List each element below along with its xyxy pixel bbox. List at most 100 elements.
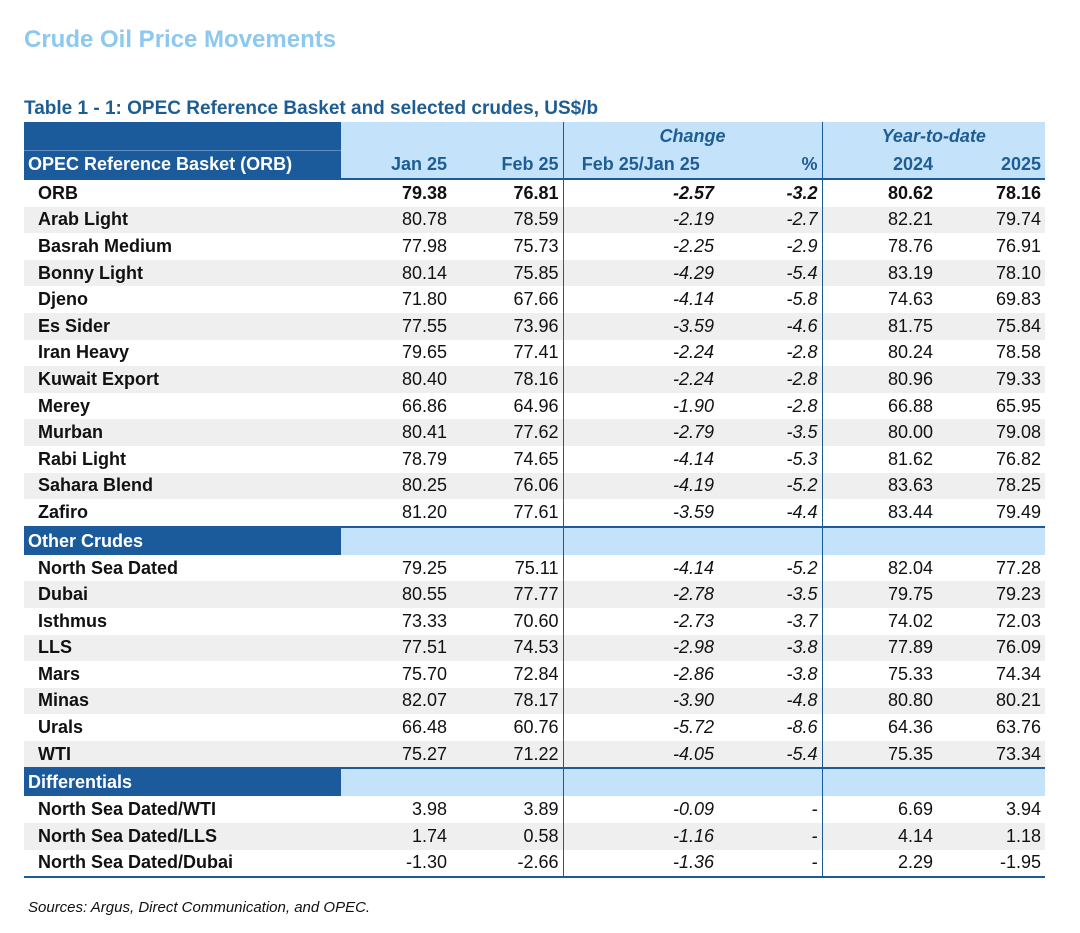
cell-ytd-2025: 79.49 — [995, 501, 1042, 522]
cell-change: -2.19 — [563, 206, 718, 234]
cell-jan: 80.78 — [341, 206, 451, 234]
price-table: Change Year-to-date OPEC Reference Baske… — [24, 122, 1046, 879]
cell-feb: 76.06 — [451, 472, 564, 500]
cell-ytd-2025: 74.34 — [995, 663, 1042, 684]
cell-jan: 77.98 — [401, 235, 447, 256]
header-row-label: OPEC Reference Basket (ORB) — [24, 150, 341, 180]
section-fill — [718, 525, 823, 555]
cell-ytd-2025: 79.08 — [937, 419, 1046, 446]
cell-ytd-2024: 80.24 — [887, 342, 934, 363]
header-col-feb: Feb 25 — [451, 150, 564, 180]
cell-ytd-2025: 78.25 — [937, 472, 1046, 500]
cell-pct: -2.8 — [718, 366, 823, 393]
cell-ytd-2025: 76.91 — [995, 235, 1042, 256]
cell-jan: 79.38 — [401, 182, 447, 203]
section-row: Other Crudes — [24, 525, 1046, 555]
cell-ytd-2025: 76.09 — [937, 634, 1046, 662]
row-name: Arab Light — [24, 206, 341, 234]
cell-change: -2.73 — [672, 610, 714, 631]
section-fill — [451, 525, 564, 555]
cell-change: -3.59 — [563, 312, 718, 340]
row-name: Iran Heavy — [38, 342, 130, 363]
header-group-row: Change Year-to-date — [24, 122, 1046, 151]
table-row: Rabi Light 78.79 74.65 -4.14 -5.3 81.62 76.82 — [24, 445, 1045, 473]
cell-ytd-2025: 75.84 — [937, 312, 1046, 340]
row-name: Mars — [38, 663, 81, 684]
cell-pct: -4.4 — [718, 499, 823, 527]
cell-jan: 81.20 — [401, 501, 447, 522]
cell-ytd-2024: 80.96 — [822, 366, 938, 393]
table-row: ORB 79.38 76.81 -2.57 -3.2 80.62 78.16 — [24, 179, 1045, 207]
cell-pct: -2.8 — [718, 392, 823, 420]
section-row: Differentials — [24, 767, 1046, 797]
cell-ytd-2025: 73.34 — [937, 740, 1046, 769]
cell-jan: 71.80 — [401, 289, 447, 310]
cell-pct: -8.6 — [718, 714, 823, 741]
section-fill — [563, 767, 718, 797]
cell-feb: 74.53 — [451, 634, 564, 662]
cell-feb: 75.85 — [451, 259, 564, 287]
cell-pct: -3.5 — [718, 581, 823, 608]
table-row: North Sea Dated/Dubai -1.30 -2.66 -1.36-2.2… — [24, 849, 1046, 879]
cell-ytd-2024: 83.63 — [822, 472, 938, 500]
cell-change: -3.90 — [563, 687, 718, 715]
cell-jan: 80.14 — [341, 259, 451, 287]
cell-jan: 80.40 — [341, 366, 451, 393]
cell-jan: 79.25 — [401, 557, 447, 578]
cell-feb: 77.41 — [451, 339, 564, 367]
cell-change: -3.59 — [672, 501, 714, 522]
cell-ytd-2024: 80.62 — [887, 182, 934, 203]
cell-ytd-2025: 72.03 — [995, 610, 1042, 631]
section-fill — [937, 525, 1046, 555]
cell-ytd-2024: 74.63 — [887, 289, 934, 310]
cell-change: -1.36 — [563, 849, 718, 879]
cell-jan: 75.70 — [401, 663, 447, 684]
cell-ytd-2024: 64.36 — [887, 717, 934, 738]
section-fill — [451, 767, 564, 797]
cell-change: -4.29 — [563, 259, 718, 287]
row-name: Minas — [24, 687, 341, 715]
cell-change: -2.25 — [672, 235, 714, 256]
cell-jan: 80.41 — [341, 419, 451, 446]
cell-change: -2.78 — [563, 581, 718, 608]
table-row: North Sea Dated/WTI 3.98 3.89 -0.09- 6.69 3.9… — [24, 796, 1045, 824]
cell-jan: 75.27 — [341, 740, 451, 769]
cell-ytd-2024: 80.80 — [822, 687, 938, 715]
cell-pct: -5.2 — [718, 554, 823, 582]
cell-pct: -3.7 — [718, 607, 823, 635]
table-row: Bonny Light 80.14 75.85 -4.29 -5.4 83.19 78.10 — [24, 259, 1046, 287]
table-row: Isthmus 73.33 70.60 -2.73 -3.7 74.02 72.03 — [24, 607, 1045, 635]
row-name: Bonny Light — [24, 259, 341, 287]
cell-change: -5.72 — [672, 717, 714, 738]
cell-feb: 75.11 — [451, 554, 564, 582]
cell-feb: 78.59 — [451, 206, 564, 234]
cell-ytd-2024: 82.21 — [822, 206, 938, 234]
row-name: North Sea Dated — [38, 557, 179, 578]
cell-change: -4.19 — [563, 472, 718, 500]
cell-jan: -1.30 — [341, 849, 451, 879]
cell-ytd-2024: 79.75 — [822, 581, 938, 608]
table-caption: Table 1 - 1: OPEC Reference Basket and s… — [24, 98, 599, 119]
table-row: Iran Heavy 79.65 77.41 -2.24 -2.8 80.24 78.58 — [24, 339, 1045, 367]
cell-feb: 77.77 — [451, 581, 564, 608]
cell-pct: -2.7 — [718, 206, 823, 234]
cell-change: -4.14 — [672, 448, 714, 469]
sources-note: Sources: Argus, Direct Communication, an… — [28, 899, 371, 916]
row-name: Dubai — [24, 581, 341, 608]
cell-pct: -5.8 — [718, 286, 823, 313]
cell-ytd-2025: 1.18 — [937, 823, 1046, 850]
cell-change: -2.79 — [563, 419, 718, 446]
cell-jan: 3.98 — [411, 799, 447, 820]
cell-pct: - — [718, 823, 823, 850]
cell-change: -2.24 — [563, 366, 718, 393]
diff-section-header: Differentials — [24, 767, 1046, 797]
cell-ytd-2025: 78.16 — [995, 182, 1042, 203]
page-title: Crude Oil Price Movements — [24, 26, 337, 53]
cell-feb: 71.22 — [451, 740, 564, 769]
cell-feb: 78.17 — [451, 687, 564, 715]
cell-pct: -3.8 — [718, 661, 823, 688]
cell-ytd-2024: 80.00 — [822, 419, 938, 446]
section-fill — [563, 525, 718, 555]
cell-ytd-2024: 6.69 — [897, 799, 934, 820]
cell-ytd-2025: 65.95 — [995, 395, 1042, 416]
